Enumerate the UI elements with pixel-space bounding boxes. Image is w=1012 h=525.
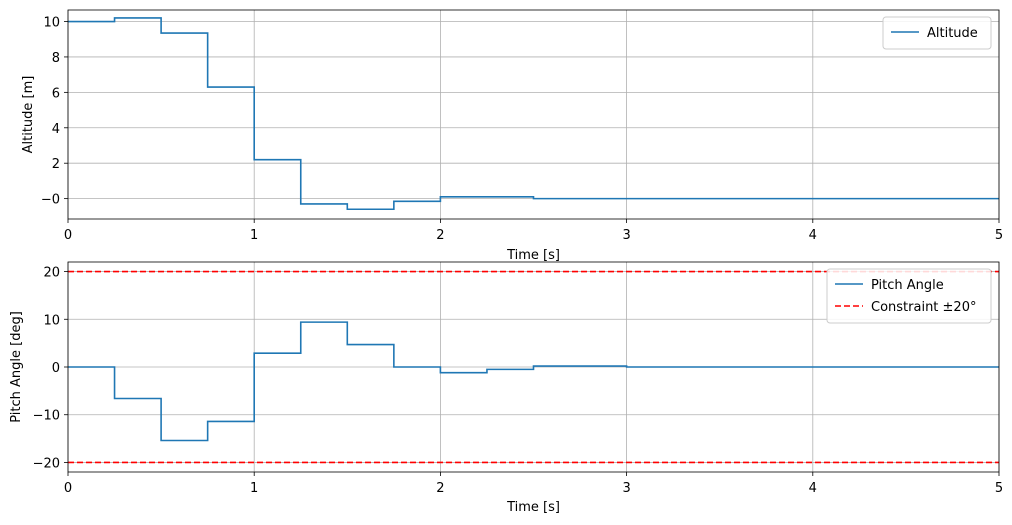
x-tick-label: 2 <box>436 228 444 243</box>
pitch-angle-plot: 0 1 2 3 4 5 −20 −10 0 10 20 Time [s] Pitch Angle [de… <box>9 261 1003 515</box>
x-axis-label: Time [s] <box>506 500 560 515</box>
y-tick-label: 20 <box>43 266 60 281</box>
axes-frame <box>67 9 1000 220</box>
y-tick-label: −0 <box>41 193 60 208</box>
y-tick-label: 10 <box>43 313 60 328</box>
x-tick-label: 0 <box>64 228 72 243</box>
legend-label: Altitude <box>927 26 978 41</box>
x-tick-label: 3 <box>622 228 630 243</box>
x-tick-label: 1 <box>250 481 258 496</box>
legend-box <box>826 268 992 324</box>
altitude-plot: 0 1 2 3 4 5 −0 2 4 6 8 10 Time [s] Altitude [m] Altitu… <box>21 9 1003 263</box>
x-tick-label: 1 <box>250 228 258 243</box>
series-line-pitch-angle <box>68 321 999 442</box>
y-tick-label: 2 <box>52 157 60 172</box>
y-axis-label: Pitch Angle [deg] <box>9 311 24 423</box>
y-tick-label: 8 <box>52 51 60 66</box>
legend-label: Pitch Angle <box>871 278 944 293</box>
y-tick-label: −20 <box>33 456 60 471</box>
x-tick-label: 2 <box>436 481 444 496</box>
x-tick-label: 0 <box>64 481 72 496</box>
y-tick-label: 4 <box>52 122 60 137</box>
y-tick-label: 6 <box>52 86 60 101</box>
legend-box <box>882 16 992 50</box>
x-tick-label: 4 <box>809 481 817 496</box>
y-axis-label: Altitude [m] <box>21 76 36 154</box>
y-tick-label: 0 <box>52 361 60 376</box>
x-axis-label: Time [s] <box>506 248 560 263</box>
y-tick-label: −10 <box>33 409 60 424</box>
x-tick-label: 5 <box>995 228 1003 243</box>
x-tick-label: 3 <box>622 481 630 496</box>
y-tick-label: 10 <box>43 16 60 31</box>
plot-area <box>68 17 999 211</box>
legend: Pitch Angle Constraint ±20° <box>826 268 992 324</box>
x-tick-label: 4 <box>809 228 817 243</box>
x-tick-label: 5 <box>995 481 1003 496</box>
legend: Altitude <box>882 16 992 50</box>
legend-label: Constraint ±20° <box>871 300 976 315</box>
series-line-altitude <box>68 17 999 211</box>
